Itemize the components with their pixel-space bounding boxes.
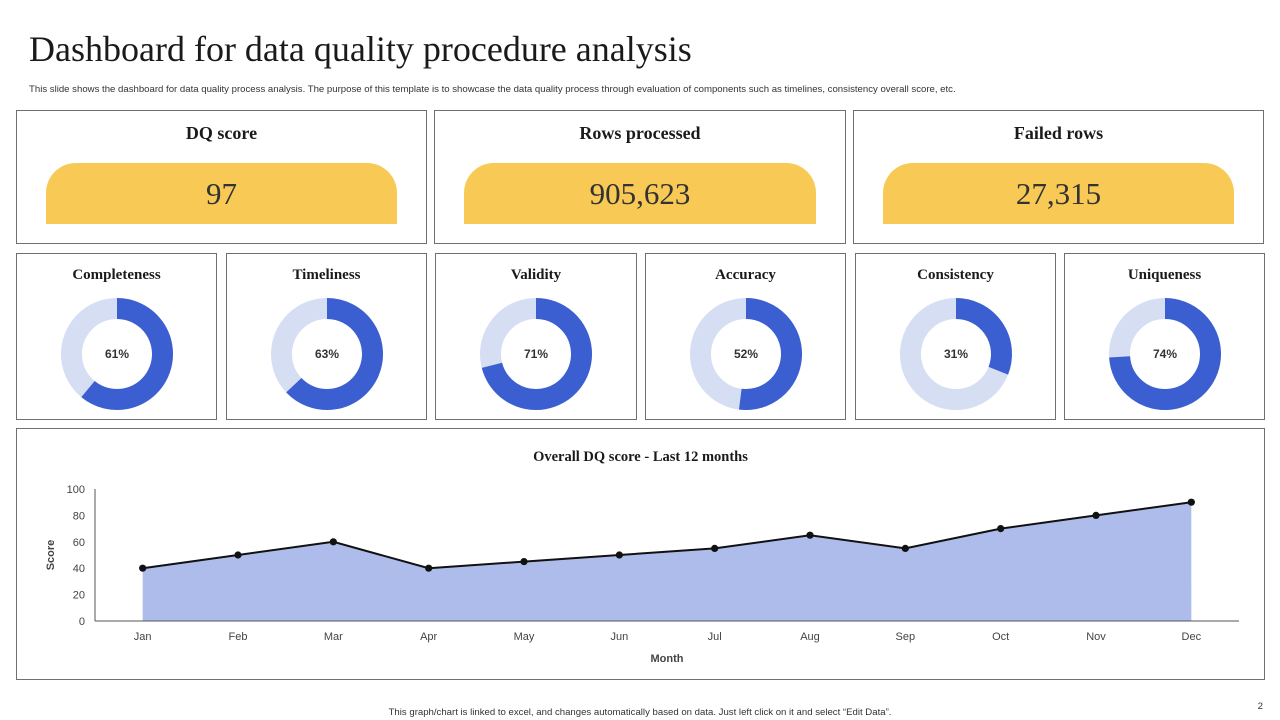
donut-chart: 71% [480,298,592,410]
metric-card-completeness: Completeness 61% [16,253,217,420]
area-fill [142,502,1192,621]
x-tick-label: Dec [1182,631,1202,643]
metric-card-validity: Validity 71% [435,253,637,420]
donut-chart: 61% [61,298,173,410]
donut-arc [286,298,383,410]
x-tick-label: Sep [896,631,916,643]
data-point [615,551,623,559]
donut-chart: 52% [690,298,802,410]
metric-card-accuracy: Accuracy 52% [645,253,846,420]
x-tick-label: Aug [800,631,820,643]
donut-arc [955,298,1012,375]
kpi-label: Failed rows [1013,123,1104,143]
donut-chart: 31% [900,298,1012,410]
x-tick-label: Feb [229,631,248,643]
data-point [425,564,433,572]
data-point [139,564,147,572]
x-tick-label: Mar [324,631,343,643]
y-tick-label: 80 [73,510,85,522]
donut-chart: 74% [1109,298,1221,410]
donut-percent-label: 71% [524,347,548,361]
y-tick-label: 60 [73,537,85,549]
metric-label: Consistency [917,267,994,283]
y-tick-label: 40 [73,563,85,575]
data-point [1187,498,1195,506]
page-subtitle: This slide shows the dashboard for data … [29,84,956,95]
donut-percent-label: 61% [105,347,129,361]
kpi-card-rows-processed: Rows processed 905,623 [434,110,846,244]
y-axis-label: Score [45,540,57,571]
data-point [997,525,1005,533]
donut-arc [481,298,592,410]
data-point [520,558,528,566]
data-point [1092,511,1100,519]
footer-note: This graph/chart is linked to excel, and… [388,707,892,718]
metric-card-timeliness: Timeliness 63% [226,253,427,420]
series-line [142,501,1192,570]
donut-percent-label: 31% [944,347,968,361]
y-tick-label: 100 [67,484,85,496]
metric-card-consistency: Consistency 31% [855,253,1056,420]
donut-chart: 63% [271,298,383,410]
data-point [711,544,719,552]
kpi-card-failed-rows: Failed rows 27,315 [853,110,1264,244]
metric-label: Uniqueness [1127,267,1202,283]
data-point [901,544,909,552]
metric-label: Completeness [72,267,161,283]
kpi-label: Rows processed [579,123,701,143]
x-tick-label: Apr [420,631,437,643]
donut-percent-label: 74% [1153,347,1177,361]
data-point [234,551,242,559]
x-tick-label: Nov [1086,631,1106,643]
data-point [806,531,814,539]
x-tick-label: Jan [134,631,152,643]
donut-arc [738,298,802,410]
kpi-card-dq-score: DQ score 97 [16,110,427,244]
chart-title: Overall DQ score - Last 12 months [533,449,748,465]
x-axis-label: Month [651,653,684,665]
x-tick-label: Jun [610,631,628,643]
metric-label: Timeliness [292,267,361,283]
donut-percent-label: 52% [734,347,758,361]
y-tick-label: 0 [79,616,85,628]
metric-label: Accuracy [715,267,776,283]
kpi-value: 97 [46,163,397,224]
area-chart-canvas: 0 20 40 60 80 100 Jan Feb Mar Apr May Jun Jul Aug Sep O… [45,484,1239,665]
metric-card-uniqueness: Uniqueness 74% [1064,253,1265,420]
page-number: 2 [1257,701,1263,712]
x-tick-label: May [514,631,535,643]
x-tick-label: Oct [992,631,1009,643]
donut-arc [81,298,173,410]
metric-label: Validity [510,267,562,283]
kpi-label: DQ score [185,123,258,143]
donut-percent-label: 63% [315,347,339,361]
kpi-value: 905,623 [464,163,816,224]
y-tick-label: 20 [73,590,85,602]
overall-dq-score-chart: 0 20 40 60 80 100 Jan Feb Mar Apr May Jun Jul Aug Sep O… [16,428,1265,680]
x-tick-label: Jul [708,631,722,643]
data-point [329,538,337,546]
donut-arc [1109,298,1221,410]
kpi-value: 27,315 [883,163,1234,224]
page-title: Dashboard for data quality procedure ana… [29,29,692,69]
